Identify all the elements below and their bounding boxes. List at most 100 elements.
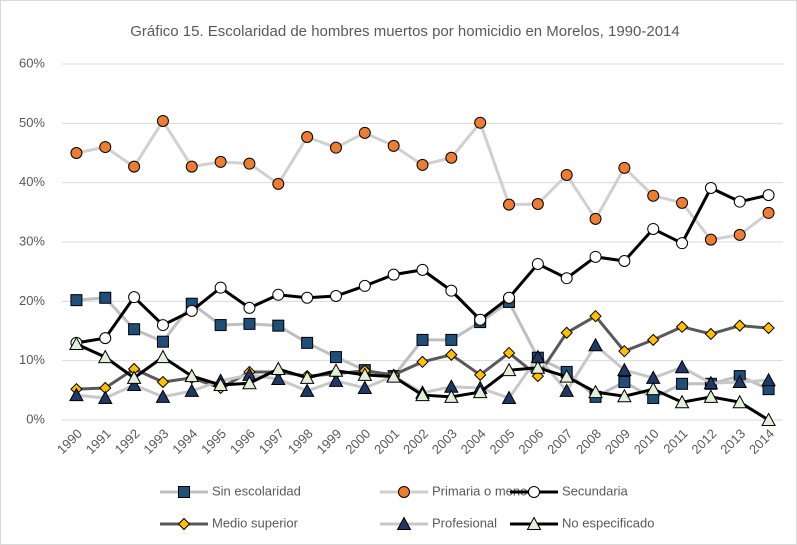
y-tick-label: 30% [19, 233, 45, 248]
marker [675, 320, 689, 334]
marker [213, 377, 228, 391]
marker [270, 371, 286, 386]
marker [301, 336, 314, 349]
marker [647, 189, 660, 202]
marker [99, 291, 112, 304]
legend-label: Medio superior [212, 515, 299, 530]
marker [243, 301, 256, 314]
marker [560, 326, 573, 339]
marker [445, 151, 458, 164]
legend-label: Secundaria [562, 483, 629, 498]
marker [445, 333, 458, 346]
marker [415, 387, 430, 402]
marker [299, 370, 315, 384]
marker [185, 304, 198, 317]
marker [503, 291, 516, 304]
legend-item: Medio superior [160, 515, 299, 530]
marker [647, 333, 660, 347]
marker [528, 486, 540, 498]
marker [588, 337, 603, 352]
marker [358, 126, 371, 139]
marker [560, 272, 573, 285]
marker [676, 196, 689, 209]
marker [732, 374, 748, 389]
marker [70, 147, 83, 159]
y-tick-label: 10% [19, 352, 45, 367]
marker [243, 157, 256, 170]
marker [704, 233, 717, 246]
marker [128, 160, 141, 173]
marker [674, 394, 690, 409]
marker [184, 368, 200, 383]
marker [588, 384, 603, 399]
marker [387, 139, 400, 152]
marker [501, 390, 517, 405]
marker [214, 319, 227, 332]
marker [329, 141, 342, 154]
y-tick-label: 50% [19, 115, 45, 130]
marker [444, 389, 459, 403]
marker [69, 387, 84, 402]
marker [618, 376, 631, 389]
marker [531, 257, 544, 270]
marker [503, 198, 516, 211]
marker [328, 363, 344, 377]
marker [177, 517, 191, 531]
marker [618, 344, 631, 358]
marker [617, 362, 632, 377]
marker [502, 346, 516, 360]
marker [156, 375, 170, 389]
y-tick-label: 60% [19, 55, 45, 70]
marker [97, 390, 113, 405]
marker [501, 362, 517, 377]
marker [155, 349, 171, 364]
marker [704, 182, 717, 195]
marker [299, 383, 315, 397]
marker [416, 355, 429, 369]
marker [184, 383, 200, 397]
marker [329, 351, 342, 364]
marker [618, 254, 631, 267]
marker [416, 333, 429, 346]
marker [386, 369, 401, 383]
marker [128, 323, 141, 336]
marker [445, 348, 458, 361]
marker [69, 336, 84, 351]
marker [559, 369, 575, 383]
marker [99, 332, 112, 345]
marker [761, 372, 776, 387]
marker [530, 360, 546, 374]
marker [156, 335, 169, 348]
legend-item: No especificado [510, 515, 655, 530]
marker [704, 327, 718, 341]
marker [272, 319, 285, 332]
y-tick-label: 0% [26, 411, 45, 426]
marker [178, 486, 190, 498]
marker [733, 228, 746, 241]
marker [733, 195, 746, 208]
marker [732, 394, 748, 409]
marker [526, 516, 542, 530]
marker [358, 279, 371, 292]
legend-item: Secundaria [510, 483, 629, 498]
legend-label: No especificado [562, 515, 655, 530]
marker [531, 198, 544, 211]
marker [674, 359, 690, 374]
marker [676, 377, 689, 390]
marker [126, 377, 142, 391]
y-tick-label: 40% [19, 174, 45, 189]
marker [126, 370, 142, 384]
marker [387, 268, 400, 281]
marker [762, 206, 775, 219]
marker [589, 250, 602, 263]
legend-label: Sin escolaridad [212, 483, 301, 498]
marker [272, 288, 285, 301]
y-tick-label: 20% [19, 293, 45, 308]
marker [270, 361, 286, 375]
legend-item: Sin escolaridad [160, 483, 301, 498]
marker [472, 384, 488, 399]
marker [301, 130, 314, 143]
marker [617, 388, 632, 403]
marker [474, 116, 487, 129]
